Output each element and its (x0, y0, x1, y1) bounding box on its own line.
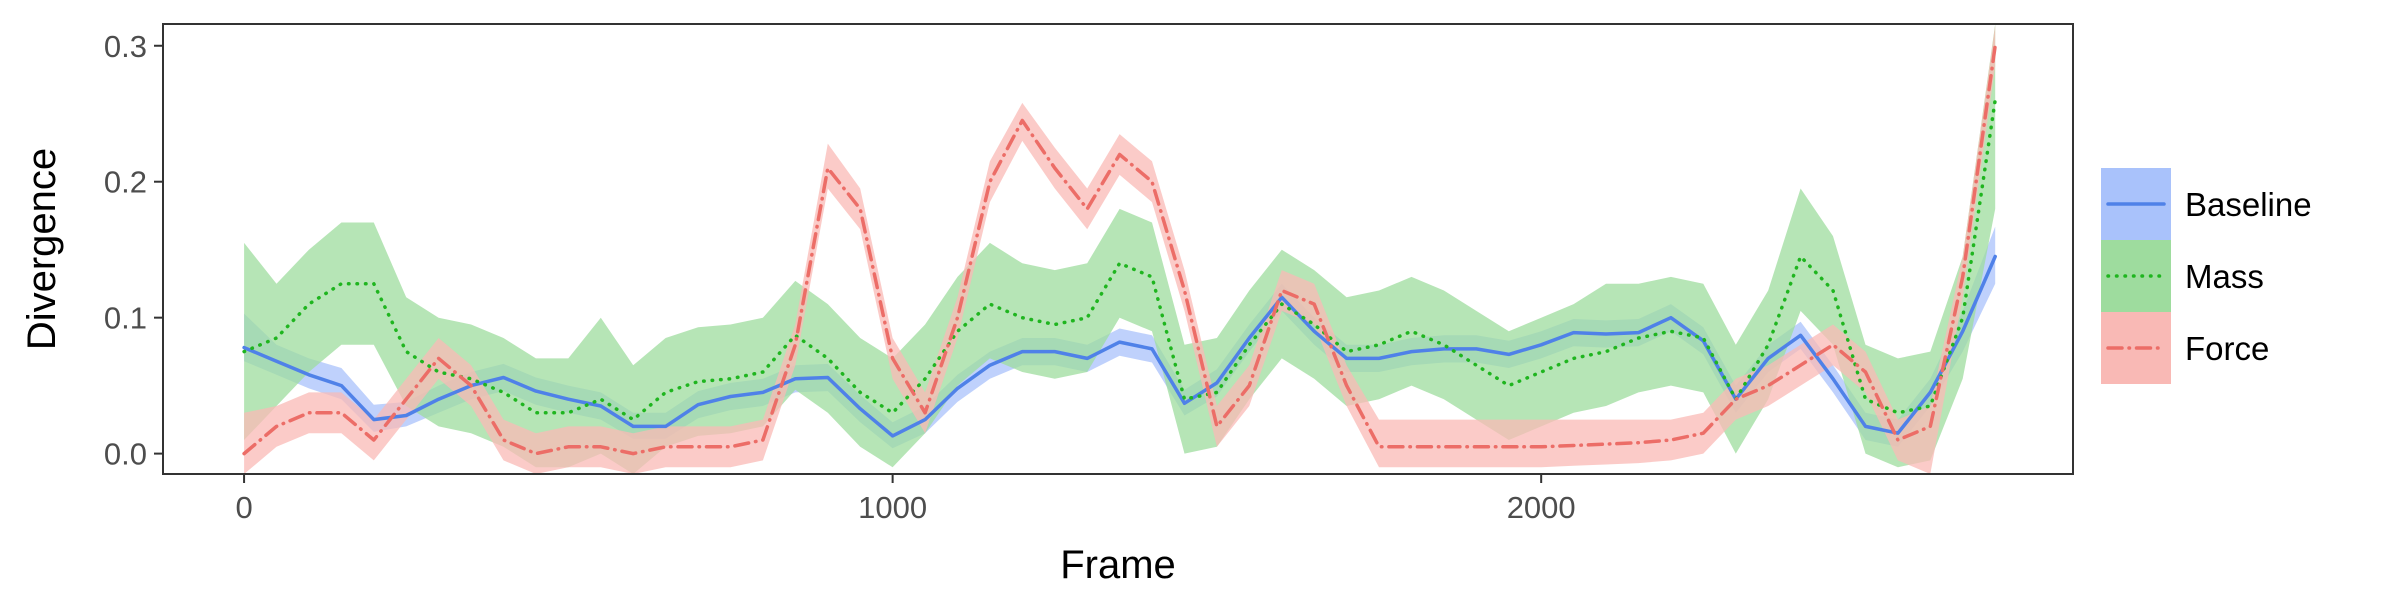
y-tick-label: 0.3 (104, 29, 147, 64)
legend: Baseline Mass Force (2101, 168, 2312, 384)
y-axis-title: Divergence (20, 148, 64, 350)
y-tick-label: 0.0 (104, 437, 147, 472)
legend-item-force: Force (2101, 312, 2269, 384)
y-tick-label: 0.2 (104, 165, 147, 200)
legend-label-force: Force (2185, 330, 2269, 367)
y-tick-label: 0.1 (104, 301, 147, 336)
legend-label-mass: Mass (2185, 258, 2264, 295)
x-tick-label: 0 (235, 490, 252, 525)
legend-item-baseline: Baseline (2101, 168, 2312, 240)
confidence-bands (244, 24, 1996, 474)
mass-band (244, 24, 1996, 474)
x-axis: 0 1000 2000 (235, 474, 1576, 525)
x-tick-label: 1000 (858, 490, 927, 525)
plot-panel-border (162, 23, 2074, 475)
mass-line (242, 98, 1997, 422)
legend-label-baseline: Baseline (2185, 186, 2312, 223)
baseline-band (244, 226, 1996, 449)
x-tick-label: 2000 (1507, 490, 1576, 525)
force-line (242, 44, 1997, 456)
legend-item-mass: Mass (2101, 240, 2264, 312)
y-axis: 0.0 0.1 0.2 0.3 (104, 29, 163, 472)
series-lines (242, 44, 1997, 456)
x-axis-title: Frame (1060, 543, 1176, 587)
